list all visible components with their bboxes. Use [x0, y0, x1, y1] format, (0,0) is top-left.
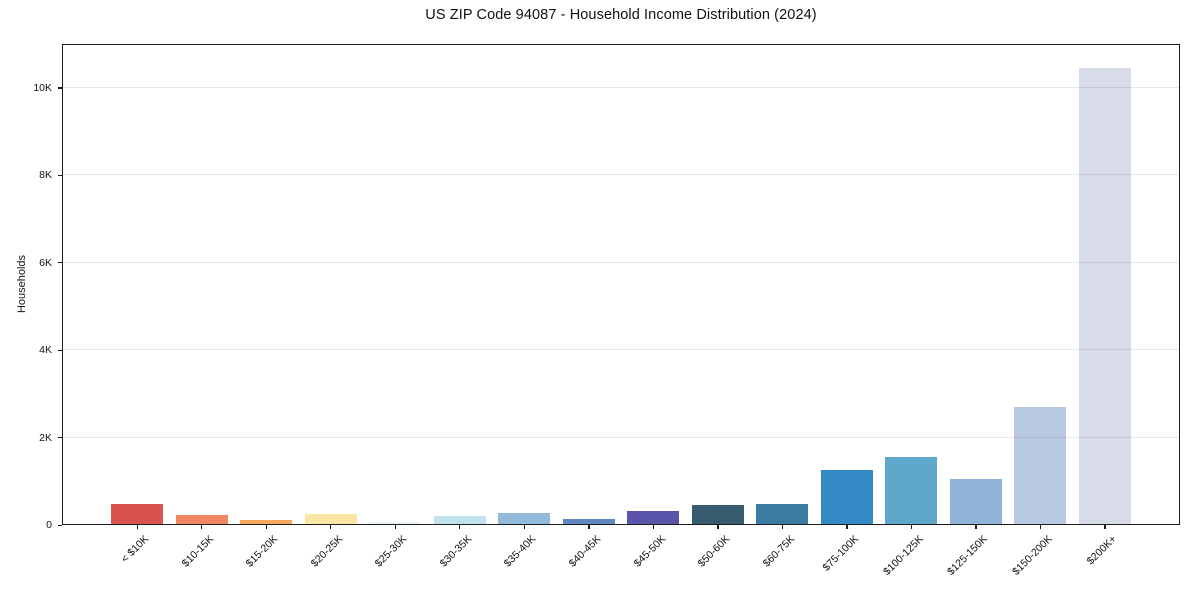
y-tick-label-4K: 4K [39, 344, 52, 357]
bar-$15-20K [240, 520, 293, 525]
y-tick-label-10K: 10K [33, 81, 52, 94]
x-tick-mark-$20-25K [330, 525, 332, 529]
y-tick-mark-0 [58, 524, 62, 526]
x-tick-mark-$35-40K [523, 525, 525, 529]
x-tick-label-text: $20-25K [308, 533, 346, 570]
bar-$50-60K [691, 505, 744, 525]
x-tick-mark-$75-100K [846, 525, 848, 529]
y-tick-label-8K: 8K [39, 169, 52, 182]
chart-title: US ZIP Code 94087 - Household Income Dis… [425, 7, 817, 23]
x-tick-mark-$25-30K [394, 525, 396, 529]
bar-$20-25K [304, 513, 357, 525]
x-tick-label-text: $125-150K [945, 533, 991, 578]
x-tick-label-text: $30-35K [437, 533, 475, 570]
x-tick-mark-$15-20K [265, 525, 267, 529]
x-tick-mark-$125-150K [975, 525, 977, 529]
y-tick-label-6K: 6K [39, 256, 52, 269]
x-tick-mark-< $10K [136, 525, 138, 529]
bar-$25-30K [369, 521, 422, 525]
x-tick-label-text: $45-50K [631, 533, 668, 570]
x-tick-mark-$150-200K [1039, 525, 1042, 529]
bar-$10-15K [175, 514, 228, 525]
x-tick-mark-$100-125K [910, 525, 913, 529]
x-tick-label-text: $10-15K [179, 533, 217, 570]
bar-$35-40K [498, 512, 551, 525]
bar-$200K+ [1078, 68, 1131, 525]
x-tick-mark-$60-75K [781, 525, 784, 529]
x-tick-label-text: $100-125K [881, 533, 926, 578]
y-tick-mark-8K [58, 174, 62, 176]
y-tick-label-2K: 2K [39, 431, 52, 444]
bar-$60-75K [756, 504, 809, 525]
x-tick-label-text: $25-30K [373, 533, 410, 570]
y-tick-mark-6K [58, 262, 62, 264]
x-tick-label-text: $200K+ [1085, 533, 1120, 568]
x-tick-mark-$200K+ [1104, 525, 1106, 529]
gridline-8K [62, 174, 1180, 176]
x-tick-mark-$10-15K [201, 525, 203, 529]
x-tick-mark-$45-50K [652, 525, 655, 529]
x-tick-label-text: $75-100K [820, 533, 862, 574]
x-tick-mark-$50-60K [717, 525, 719, 529]
x-tick-label-text: $60-75K [760, 533, 797, 570]
x-tick-mark-$40-45K [588, 525, 590, 529]
gridline-10K [62, 86, 1180, 88]
x-tick-label-text: $15-20K [243, 533, 281, 570]
x-tick-label-text: $150-200K [1010, 533, 1055, 578]
bar-$40-45K [562, 518, 615, 525]
bar-$75-100K [820, 470, 873, 525]
x-tick-mark-$30-35K [459, 525, 461, 529]
bar-< $10K [111, 504, 163, 525]
x-tick-label-text: < $10K [119, 533, 152, 566]
gridline-6K [62, 261, 1180, 263]
bar-$30-35K [433, 516, 486, 525]
x-tick-label-text: $40-45K [566, 533, 604, 570]
y-tick-mark-4K [58, 349, 62, 351]
bar-$150-200K [1014, 406, 1067, 525]
gridline-2K [62, 436, 1180, 438]
y-tick-mark-2K [58, 437, 62, 439]
y-tick-label-0: 0 [46, 519, 52, 531]
bar-$125-150K [949, 479, 1002, 525]
gridline-4K [62, 349, 1180, 351]
plot-area [62, 44, 1180, 525]
bar-$100-125K [885, 457, 938, 525]
y-tick-mark-10K [58, 87, 62, 89]
x-tick-label-text: $35-40K [502, 533, 539, 570]
bar-$45-50K [627, 510, 680, 525]
x-tick-label-text: $50-60K [695, 533, 733, 570]
